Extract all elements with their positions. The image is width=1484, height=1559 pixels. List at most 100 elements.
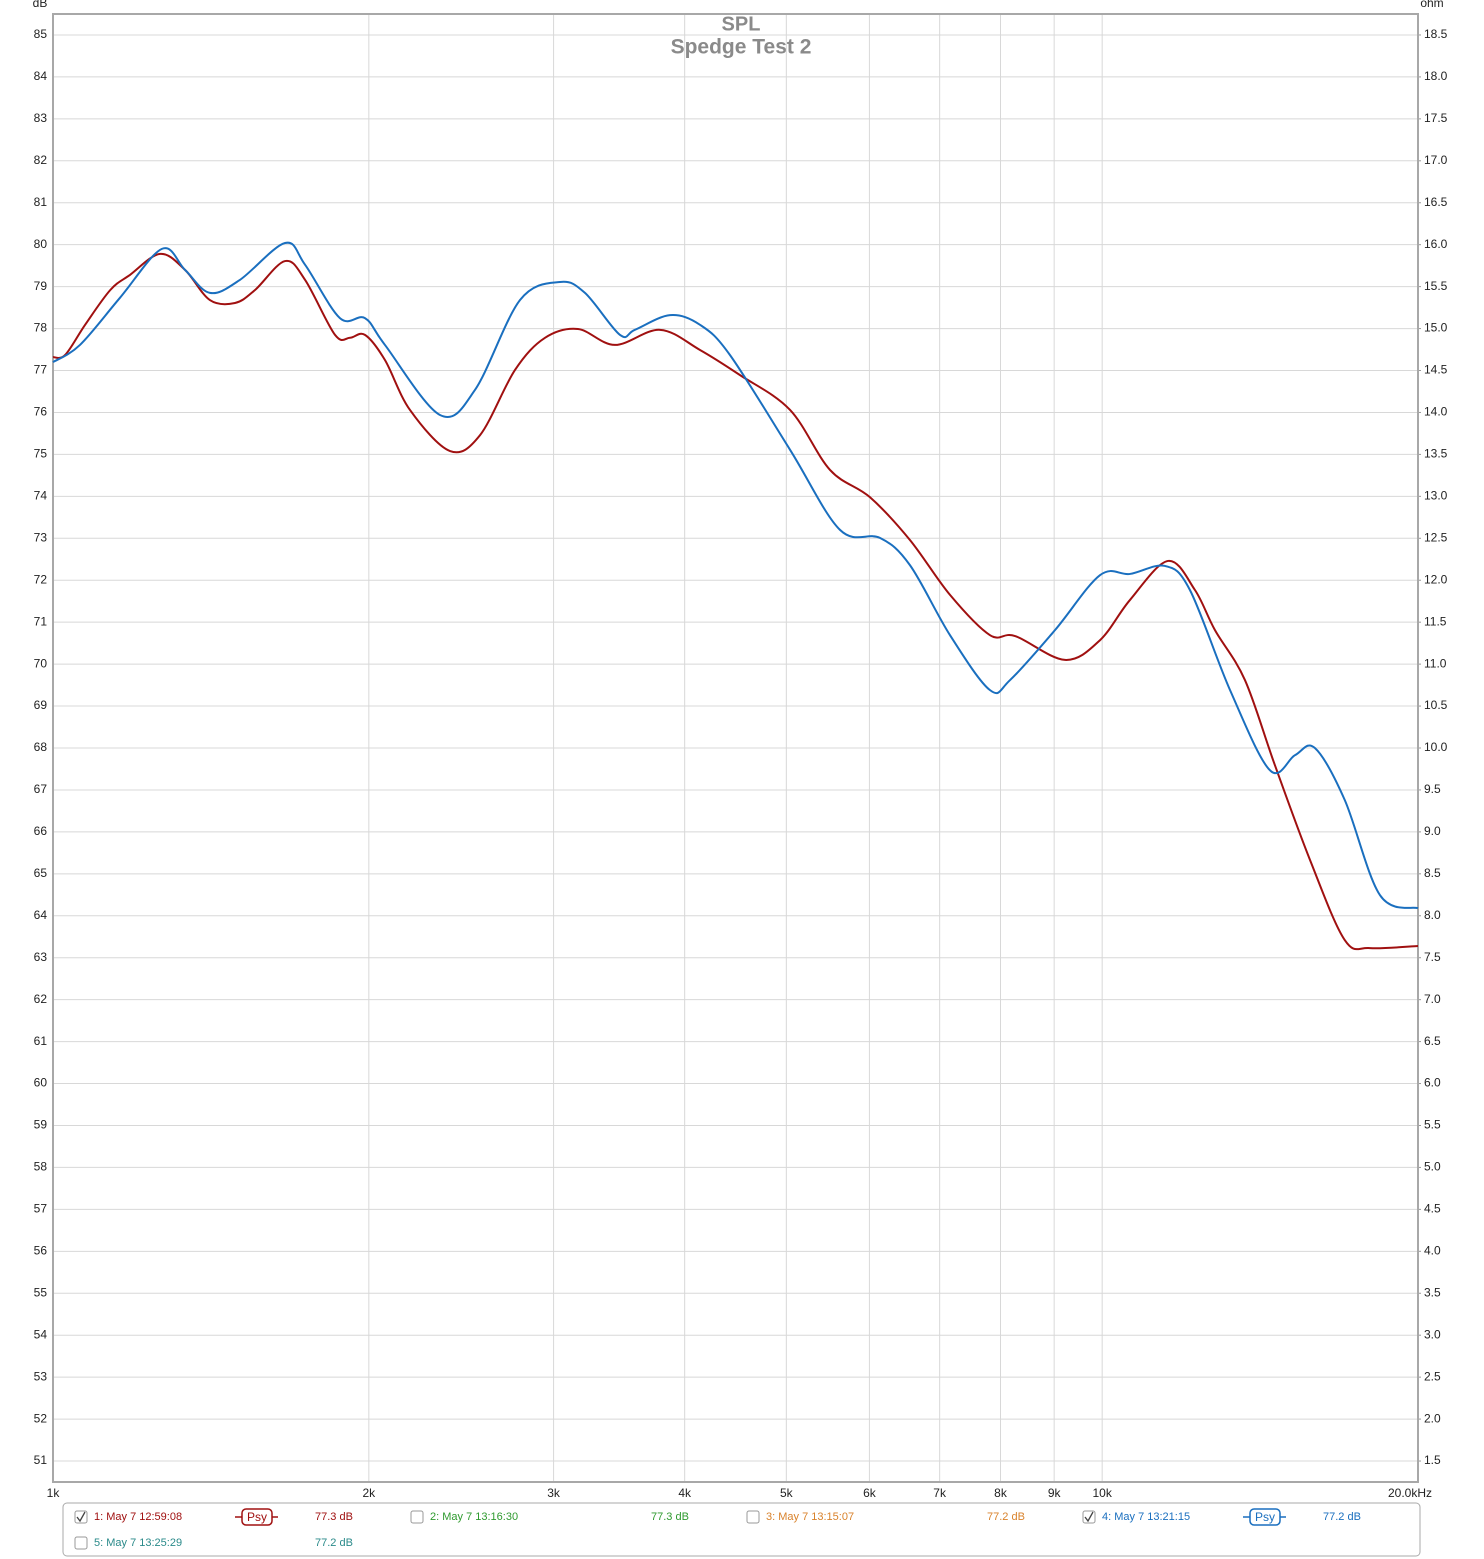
chart-subtitle: Spedge Test 2 (671, 36, 812, 59)
y-tick-label: 64 (34, 908, 48, 922)
y2-tick-label: 4.0 (1424, 1243, 1441, 1257)
legend-label: 3: May 7 13:15:07 (766, 1511, 854, 1523)
y-tick-label: 63 (34, 950, 48, 964)
x-tick-label: 1k (47, 1486, 61, 1500)
y-tick-label: 54 (34, 1327, 48, 1341)
y2-tick-label: 15.0 (1424, 321, 1448, 335)
y2-tick-label: 2.0 (1424, 1411, 1441, 1425)
y-tick-label: 57 (34, 1202, 48, 1216)
legend-checkbox[interactable] (746, 1510, 760, 1524)
legend-check (1084, 1511, 1094, 1523)
y2-tick-label: 7.5 (1424, 950, 1441, 964)
y2-tick-label: 2.5 (1424, 1369, 1441, 1383)
y2-tick-label: 9.5 (1424, 782, 1441, 796)
y-tick-label: 52 (34, 1411, 48, 1425)
x-tick-label: 2k (362, 1486, 376, 1500)
y2-tick-label: 14.0 (1424, 405, 1448, 419)
y2-tick-label: 8.5 (1424, 866, 1441, 880)
x-tick-label: 8k (994, 1486, 1008, 1500)
legend-label: 4: May 7 13:21:15 (1102, 1511, 1190, 1523)
y-tick-label: 83 (34, 111, 48, 125)
y2-tick-label: 5.0 (1424, 1160, 1441, 1174)
x-tick-label: 10k (1092, 1486, 1112, 1500)
y-tick-label: 62 (34, 992, 48, 1006)
legend-box (62, 1502, 1421, 1557)
y-tick-label: 74 (34, 489, 48, 503)
y2-tick-label: 18.0 (1424, 69, 1448, 83)
y-tick-label: 80 (34, 237, 48, 251)
y-tick-label: 76 (34, 405, 48, 419)
legend-level: 77.2 dB (315, 1537, 353, 1549)
y2-tick-label: 11.5 (1424, 614, 1447, 628)
y-tick-label: 67 (34, 782, 48, 796)
legend-checkbox[interactable] (74, 1536, 88, 1550)
x-tick-label: 9k (1048, 1486, 1062, 1500)
legend-level: 77.3 dB (651, 1511, 689, 1523)
x-tick-label: 7k (933, 1486, 947, 1500)
y-tick-label: 84 (34, 69, 48, 83)
y2-tick-label: 5.5 (1424, 1118, 1441, 1132)
y2-axis-unit: ohm (1420, 0, 1443, 10)
y-tick-label: 60 (34, 1076, 48, 1090)
legend-swatch-box (241, 1508, 273, 1526)
y-tick-label: 75 (34, 447, 48, 461)
x-tick-label: 4k (678, 1486, 692, 1500)
y2-tick-label: 15.5 (1424, 279, 1448, 293)
y2-tick-label: 10.5 (1424, 698, 1448, 712)
legend-check (76, 1511, 86, 1523)
y2-tick-label: 1.5 (1424, 1453, 1441, 1467)
y2-tick-label: 3.5 (1424, 1285, 1441, 1299)
y-tick-label: 78 (34, 321, 48, 335)
y2-tick-label: 16.5 (1424, 195, 1448, 209)
y2-tick-label: 6.5 (1424, 1034, 1441, 1048)
y2-tick-label: 11.0 (1424, 656, 1447, 670)
legend-level: 77.2 dB (987, 1511, 1025, 1523)
legend-label: 1: May 7 12:59:08 (94, 1511, 182, 1523)
y-tick-label: 58 (34, 1160, 48, 1174)
y-tick-label: 68 (34, 740, 48, 754)
y-tick-label: 81 (34, 195, 48, 209)
y-tick-label: 55 (34, 1285, 48, 1299)
y2-tick-label: 18.5 (1424, 27, 1448, 41)
x-tick-label: 3k (547, 1486, 561, 1500)
y-tick-label: 59 (34, 1118, 48, 1132)
legend-level: 77.3 dB (315, 1511, 353, 1523)
legend-level: 77.2 dB (1323, 1511, 1361, 1523)
legend-label: 2: May 7 13:16:30 (430, 1511, 518, 1523)
y2-tick-label: 4.5 (1424, 1202, 1441, 1216)
legend-smoothing: Psy (1255, 1510, 1275, 1524)
series-line (52, 241, 1419, 910)
y-tick-label: 70 (34, 656, 48, 670)
y-tick-label: 79 (34, 279, 48, 293)
legend-smoothing: Psy (247, 1510, 267, 1524)
y-tick-label: 72 (34, 572, 48, 586)
legend-checkbox[interactable] (410, 1510, 424, 1524)
y-tick-label: 85 (34, 27, 48, 41)
y2-tick-label: 17.5 (1424, 111, 1448, 125)
y2-tick-label: 8.0 (1424, 908, 1441, 922)
y2-tick-label: 12.5 (1424, 530, 1448, 544)
y2-tick-label: 3.0 (1424, 1327, 1441, 1341)
y2-tick-label: 10.0 (1424, 740, 1448, 754)
y-tick-label: 77 (34, 363, 48, 377)
y2-tick-label: 16.0 (1424, 237, 1448, 251)
y-axis-unit: dB (33, 0, 48, 10)
y-tick-label: 73 (34, 530, 48, 544)
y-tick-label: 66 (34, 824, 48, 838)
y-tick-label: 82 (34, 153, 48, 167)
y2-tick-label: 13.0 (1424, 489, 1448, 503)
legend-swatch-box (1249, 1508, 1281, 1526)
x-tick-label: 20.0kHz (1388, 1486, 1432, 1500)
y-tick-label: 51 (34, 1453, 48, 1467)
series-line (52, 252, 1419, 951)
y2-tick-label: 7.0 (1424, 992, 1441, 1006)
plot-frame (52, 13, 1419, 1483)
y2-tick-label: 6.0 (1424, 1076, 1441, 1090)
y-tick-label: 69 (34, 698, 48, 712)
y-tick-label: 61 (34, 1034, 48, 1048)
chart-title: SPL (722, 13, 761, 35)
x-tick-label: 5k (780, 1486, 794, 1500)
x-tick-label: 6k (863, 1486, 877, 1500)
